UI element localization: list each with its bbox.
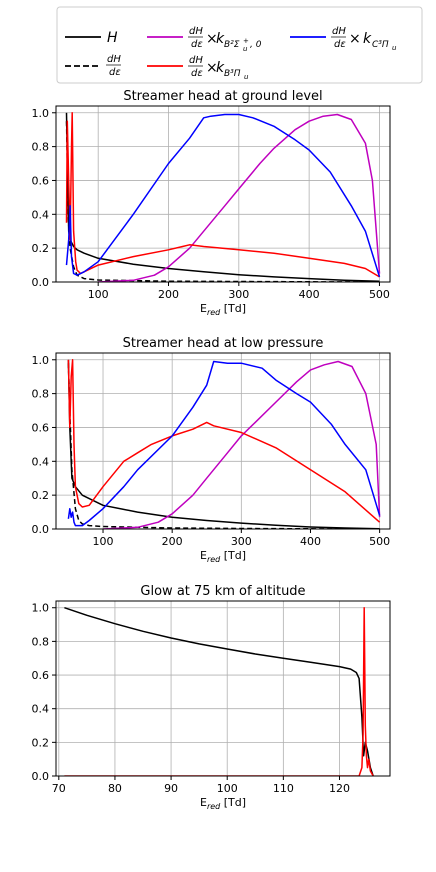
- svg-text:dε: dε: [191, 39, 203, 50]
- y-tick-label: 0.4: [32, 455, 50, 468]
- legend-label-dH: dH dε: [106, 54, 121, 78]
- svg-text:×: ×: [349, 31, 361, 47]
- series-line-2: [64, 606, 374, 776]
- x-tick-label: 70: [52, 782, 66, 795]
- chart-title: Streamer head at ground level: [123, 89, 322, 104]
- series-line-2: [65, 121, 380, 282]
- y-tick-label: 0.6: [32, 174, 50, 187]
- series-line-1: [65, 112, 380, 282]
- legend-label-H: H: [107, 30, 118, 46]
- svg-text:B³Π: B³Π: [224, 69, 241, 79]
- y-tick-label: 0.0: [32, 276, 50, 289]
- chart-2: Streamer head at low pressure 100 200 300 40…: [32, 336, 391, 564]
- svg-text:B²Σ: B²Σ: [224, 40, 240, 50]
- series-line-5: [65, 113, 381, 278]
- grid: [56, 106, 390, 283]
- y-tick-label: 0.6: [32, 421, 50, 434]
- svg-text:dH: dH: [107, 54, 121, 65]
- x-tick-label: 90: [164, 782, 178, 795]
- x-tick-label: 400: [299, 288, 320, 301]
- y-tick-label: 0.4: [32, 208, 50, 221]
- y-tick-label: 0.0: [32, 523, 50, 536]
- series-line-3: [102, 360, 381, 529]
- chart-1: Streamer head at ground level 100 200 300 40…: [32, 89, 391, 317]
- legend-label-kC3: dH dε × k C³Π u: [331, 26, 397, 52]
- y-tick-label: 0.2: [32, 489, 50, 502]
- grid: [56, 353, 390, 530]
- x-tick-label: 300: [228, 288, 249, 301]
- y-tick-label: 1.0: [32, 354, 50, 367]
- axes-frame: [55, 105, 391, 283]
- y-tick-label: 0.4: [32, 703, 50, 716]
- series-line-3: [98, 113, 381, 282]
- series-line-5: [67, 360, 381, 527]
- y-tick-label: 0.2: [32, 242, 50, 255]
- y-tick-label: 0.0: [32, 770, 50, 783]
- y-tick-label: 0.8: [32, 141, 50, 154]
- chart-title: Glow at 75 km of altitude: [140, 584, 305, 599]
- series-line-1: [64, 606, 374, 776]
- chart-title: Streamer head at low pressure: [123, 336, 324, 351]
- x-tick-label: 80: [108, 782, 122, 795]
- svg-text:+: +: [243, 37, 249, 45]
- svg-text:C³Π: C³Π: [372, 40, 389, 50]
- legend: H dH dε dH dε × k B²Σ + u , 0 dH dε × k …: [56, 6, 423, 84]
- x-tick-label: 500: [369, 288, 390, 301]
- x-tick-label: 300: [231, 535, 252, 548]
- svg-text:, 0: , 0: [250, 40, 262, 50]
- x-tick-label: 400: [300, 535, 321, 548]
- svg-text:dε: dε: [109, 67, 121, 78]
- svg-text:dH: dH: [189, 55, 203, 66]
- svg-text:dH: dH: [189, 26, 203, 37]
- series-line-4: [67, 359, 381, 523]
- x-tick-label: 100: [217, 782, 238, 795]
- svg-text:k: k: [216, 60, 225, 76]
- y-tick-label: 0.8: [32, 635, 50, 648]
- svg-text:k: k: [216, 31, 225, 47]
- y-tick-label: 0.6: [32, 669, 50, 682]
- x-tick-label: 110: [273, 782, 294, 795]
- series-line-1: [67, 359, 380, 529]
- y-tick-label: 1.0: [32, 602, 50, 615]
- x-tick-label: 500: [369, 535, 390, 548]
- charts: Streamer head at ground level 100 200 300 40…: [32, 89, 391, 811]
- legend-label-kB3: dH dε × k B³Π u: [188, 55, 249, 81]
- svg-text:u: u: [243, 45, 248, 53]
- x-tick-label: 100: [93, 535, 114, 548]
- svg-text:×: ×: [206, 31, 218, 47]
- svg-text:u: u: [392, 44, 397, 52]
- series-line-4: [65, 112, 380, 278]
- svg-text:k: k: [363, 31, 372, 47]
- y-tick-label: 0.2: [32, 736, 50, 749]
- series-line-2: [67, 363, 380, 529]
- x-tick-label: 100: [88, 288, 109, 301]
- axes-frame: [55, 352, 391, 530]
- svg-text:dε: dε: [334, 39, 346, 50]
- svg-text:u: u: [244, 73, 249, 81]
- chart-3: Glow at 75 km of altitude 70 80 90 100 110 120…: [32, 584, 391, 811]
- y-tick-label: 1.0: [32, 107, 50, 120]
- grid: [56, 601, 390, 777]
- x-axis-label: Ered [Td]: [200, 302, 246, 317]
- svg-text:dε: dε: [191, 68, 203, 79]
- svg-text:×: ×: [206, 60, 218, 76]
- x-axis-label: Ered [Td]: [200, 549, 246, 564]
- x-axis-label: Ered [Td]: [200, 796, 246, 811]
- axes-frame: [55, 600, 391, 777]
- legend-label-kB2: dH dε × k B²Σ + u , 0: [188, 26, 262, 53]
- x-tick-label: 200: [162, 535, 183, 548]
- legend-frame: [56, 6, 423, 84]
- x-tick-label: 200: [158, 288, 179, 301]
- y-tick-label: 0.8: [32, 388, 50, 401]
- x-tick-label: 120: [329, 782, 350, 795]
- svg-text:dH: dH: [332, 26, 346, 37]
